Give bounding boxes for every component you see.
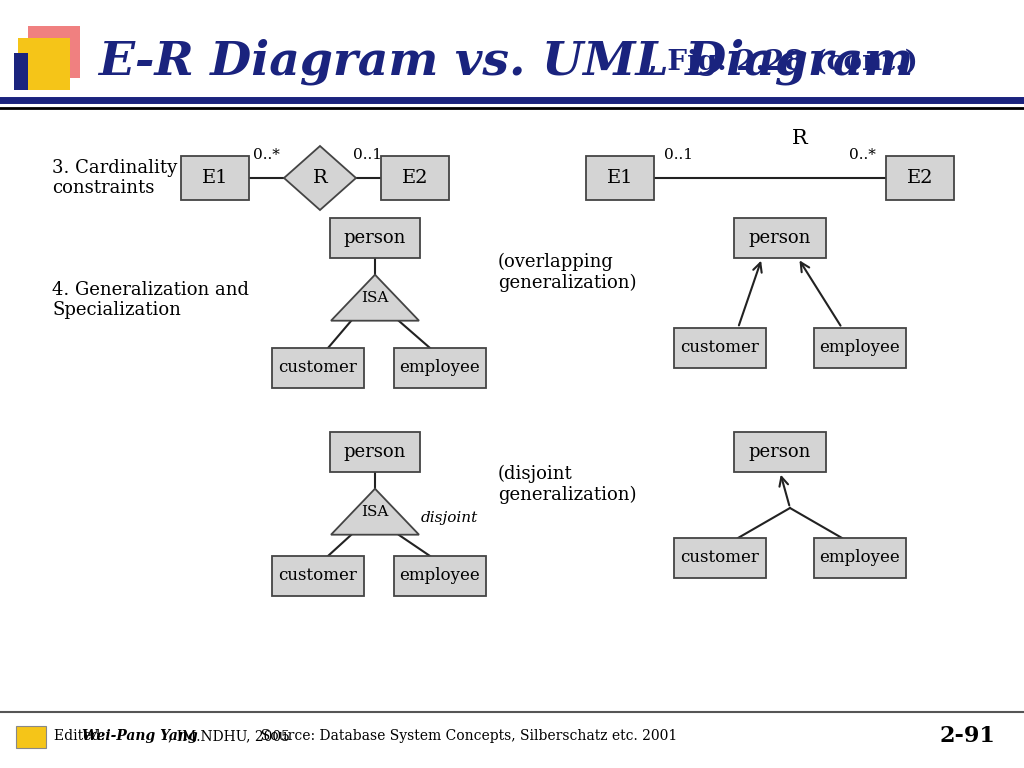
Text: E1: E1 — [607, 169, 633, 187]
Text: 3. Cardinality
constraints: 3. Cardinality constraints — [52, 159, 177, 197]
Text: employee: employee — [819, 339, 900, 356]
Bar — [814, 328, 906, 368]
Bar — [14, 52, 28, 90]
Text: Edited:: Edited: — [54, 729, 110, 743]
Polygon shape — [331, 275, 419, 321]
Text: disjoint: disjoint — [421, 511, 478, 525]
Text: 2-91: 2-91 — [939, 725, 995, 747]
Text: , Fig. 2.28 (cont.): , Fig. 2.28 (cont.) — [648, 48, 918, 76]
Text: (disjoint
generalization): (disjoint generalization) — [498, 465, 637, 504]
Bar — [330, 218, 420, 258]
Text: person: person — [749, 229, 811, 247]
Bar — [394, 348, 486, 388]
Bar — [674, 328, 766, 368]
Bar — [381, 156, 449, 200]
Text: Source: Database System Concepts, Silberschatz etc. 2001: Source: Database System Concepts, Silber… — [252, 729, 677, 743]
Text: , IM.NDHU, 2005: , IM.NDHU, 2005 — [168, 729, 290, 743]
Text: E2: E2 — [906, 169, 933, 187]
Bar — [18, 38, 70, 90]
Text: (overlapping
generalization): (overlapping generalization) — [498, 253, 637, 292]
Text: E1: E1 — [202, 169, 228, 187]
Bar — [16, 726, 46, 748]
Text: E-R Diagram vs. UML Diagram: E-R Diagram vs. UML Diagram — [98, 38, 913, 85]
Bar — [272, 556, 364, 596]
Text: customer: customer — [279, 568, 357, 584]
Text: 4. Generalization and
Specialization: 4. Generalization and Specialization — [52, 280, 249, 319]
Bar — [734, 218, 826, 258]
Text: employee: employee — [819, 549, 900, 567]
Text: customer: customer — [681, 549, 760, 567]
Text: 0..*: 0..* — [253, 148, 280, 162]
Bar — [674, 538, 766, 578]
Bar — [330, 432, 420, 472]
Bar — [814, 538, 906, 578]
Text: ISA: ISA — [361, 291, 389, 305]
Bar — [886, 156, 954, 200]
Text: R: R — [793, 129, 808, 148]
Text: Wei-Pang Yang: Wei-Pang Yang — [82, 729, 198, 743]
Text: person: person — [344, 443, 407, 461]
Bar — [272, 348, 364, 388]
Text: ISA: ISA — [361, 505, 389, 519]
Bar — [181, 156, 249, 200]
Text: employee: employee — [399, 568, 480, 584]
Polygon shape — [284, 146, 356, 210]
Text: R: R — [312, 169, 328, 187]
Text: 0..1: 0..1 — [664, 148, 693, 162]
Bar — [734, 432, 826, 472]
Text: person: person — [344, 229, 407, 247]
Text: customer: customer — [681, 339, 760, 356]
Bar — [28, 26, 80, 78]
Polygon shape — [331, 488, 419, 535]
Bar — [394, 556, 486, 596]
Text: E2: E2 — [401, 169, 428, 187]
Text: person: person — [749, 443, 811, 461]
Bar — [586, 156, 654, 200]
Text: customer: customer — [279, 359, 357, 376]
Text: employee: employee — [399, 359, 480, 376]
Text: 0..1: 0..1 — [353, 148, 383, 162]
Text: 0..*: 0..* — [849, 148, 876, 162]
